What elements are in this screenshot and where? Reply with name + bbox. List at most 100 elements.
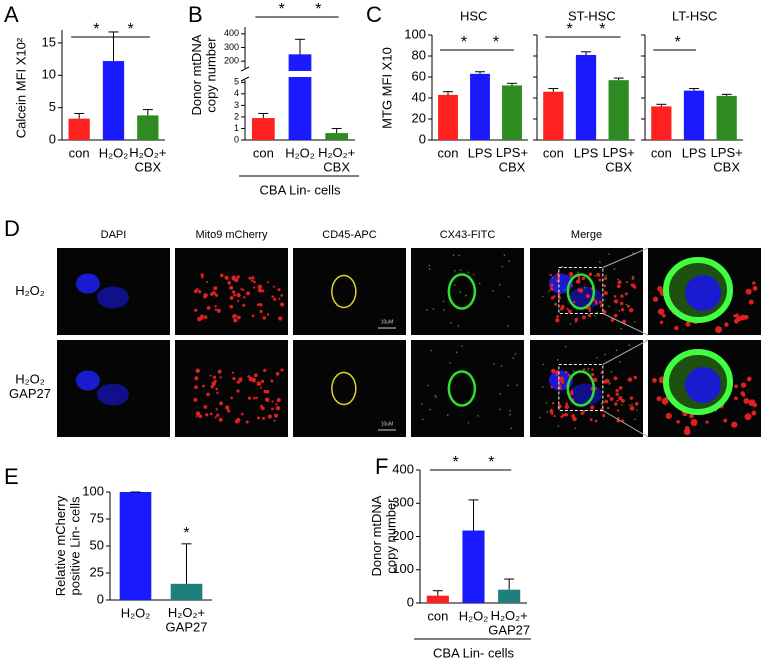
panel-label: D — [4, 216, 20, 241]
mito-dot — [227, 281, 232, 285]
mito-dot — [631, 283, 636, 288]
mito-dot — [214, 308, 218, 311]
mito-dot — [251, 377, 257, 383]
y-tick-label: 400 — [224, 28, 239, 38]
mito-dot — [557, 276, 561, 280]
fitc-dot — [564, 345, 567, 348]
x-tick-label: LPS — [574, 145, 599, 160]
mito-dot — [203, 315, 208, 319]
mito-dot — [259, 309, 263, 314]
mito-dot — [266, 313, 270, 316]
mito-dot — [659, 320, 664, 324]
fitc-dot — [542, 363, 544, 366]
mito-dot — [237, 315, 241, 320]
fitc-dot — [458, 254, 461, 257]
fitc-dot — [507, 325, 509, 327]
mito-dot — [271, 295, 275, 298]
fitc-dot — [541, 386, 544, 388]
mito-dot — [195, 368, 200, 373]
fitc-dot — [618, 309, 621, 312]
mito-dot — [553, 295, 556, 298]
micrograph — [411, 248, 524, 335]
fitc-dot — [546, 411, 549, 413]
mito-dot — [566, 307, 569, 311]
mito-dot — [232, 314, 237, 319]
y-axis-label: Donor mtDNAcopy number — [189, 34, 218, 115]
fitc-dot — [569, 323, 572, 325]
mito-dot — [232, 376, 236, 381]
mito-dot — [603, 290, 608, 296]
mito-dot — [661, 313, 666, 318]
fitc-dot — [459, 269, 462, 271]
mito-dot — [215, 408, 218, 411]
mito-dot — [247, 396, 252, 400]
mito-dot — [277, 288, 281, 292]
fitc-dot — [454, 270, 456, 272]
bar — [462, 530, 485, 603]
mito-dot — [564, 413, 569, 417]
zoom-line — [602, 339, 649, 365]
mito-dot — [620, 294, 624, 298]
y-tick-label: 40 — [412, 89, 426, 104]
mito-dot — [591, 373, 595, 377]
mito-dot — [557, 292, 561, 296]
mito-dot — [734, 396, 738, 401]
y-tick-label: 10 — [42, 67, 56, 82]
mito-dot — [271, 407, 274, 411]
mito-dot — [734, 384, 738, 389]
mito-dot — [619, 301, 624, 306]
row-label: H₂O₂ — [15, 283, 45, 298]
mito-dot — [260, 379, 265, 384]
mito-dot — [609, 397, 614, 401]
fitc-dot — [491, 290, 494, 292]
significance-label: * — [279, 1, 285, 18]
fitc-dot — [498, 283, 501, 286]
fitc-dot — [593, 314, 596, 317]
mito-dot — [242, 303, 246, 307]
mito-dot — [665, 412, 672, 420]
mito-dot — [212, 291, 216, 295]
zoom-line — [602, 410, 649, 438]
mito-dot — [256, 303, 260, 307]
mito-dot — [582, 368, 586, 371]
mito-dot — [676, 419, 680, 424]
mito-dot — [598, 278, 602, 282]
mito-dot — [554, 302, 558, 306]
mito-dot — [225, 405, 230, 410]
fitc-dot — [620, 328, 623, 330]
mito-dot — [231, 290, 236, 294]
fitc-dot — [608, 305, 610, 308]
mito-dot — [625, 281, 628, 284]
mito-dot — [603, 284, 607, 288]
mito-dot — [240, 412, 244, 416]
significance-label: * — [453, 454, 459, 471]
mito-dot — [197, 290, 202, 294]
mito-dot — [233, 293, 237, 297]
mito-dot — [578, 288, 584, 293]
bar — [68, 118, 90, 140]
bar — [543, 91, 564, 140]
mito-dot — [280, 368, 284, 372]
mito-dot — [613, 295, 617, 298]
mito-dot — [607, 406, 610, 410]
x-tick-label: H₂O₂ — [285, 145, 315, 160]
fitc-dot — [455, 351, 458, 354]
x-tick-label: LPS+ CBX — [711, 145, 743, 174]
bar — [502, 85, 522, 140]
mito-dot — [558, 384, 561, 387]
mito-dot — [588, 272, 593, 277]
bar — [716, 95, 737, 140]
fitc-dot — [617, 278, 619, 281]
fitc-dot — [478, 282, 481, 285]
y-tick-label: 0 — [407, 594, 414, 609]
mito-dot — [596, 272, 601, 277]
bar — [498, 589, 521, 603]
fitc-dot — [428, 264, 431, 267]
mito-dot — [657, 286, 663, 292]
row-label: H₂O₂ GAP27 — [9, 372, 51, 401]
bar — [137, 115, 159, 140]
mito-dot — [236, 380, 241, 384]
zoom-box — [558, 364, 604, 411]
zoom-nucleus — [685, 275, 721, 311]
